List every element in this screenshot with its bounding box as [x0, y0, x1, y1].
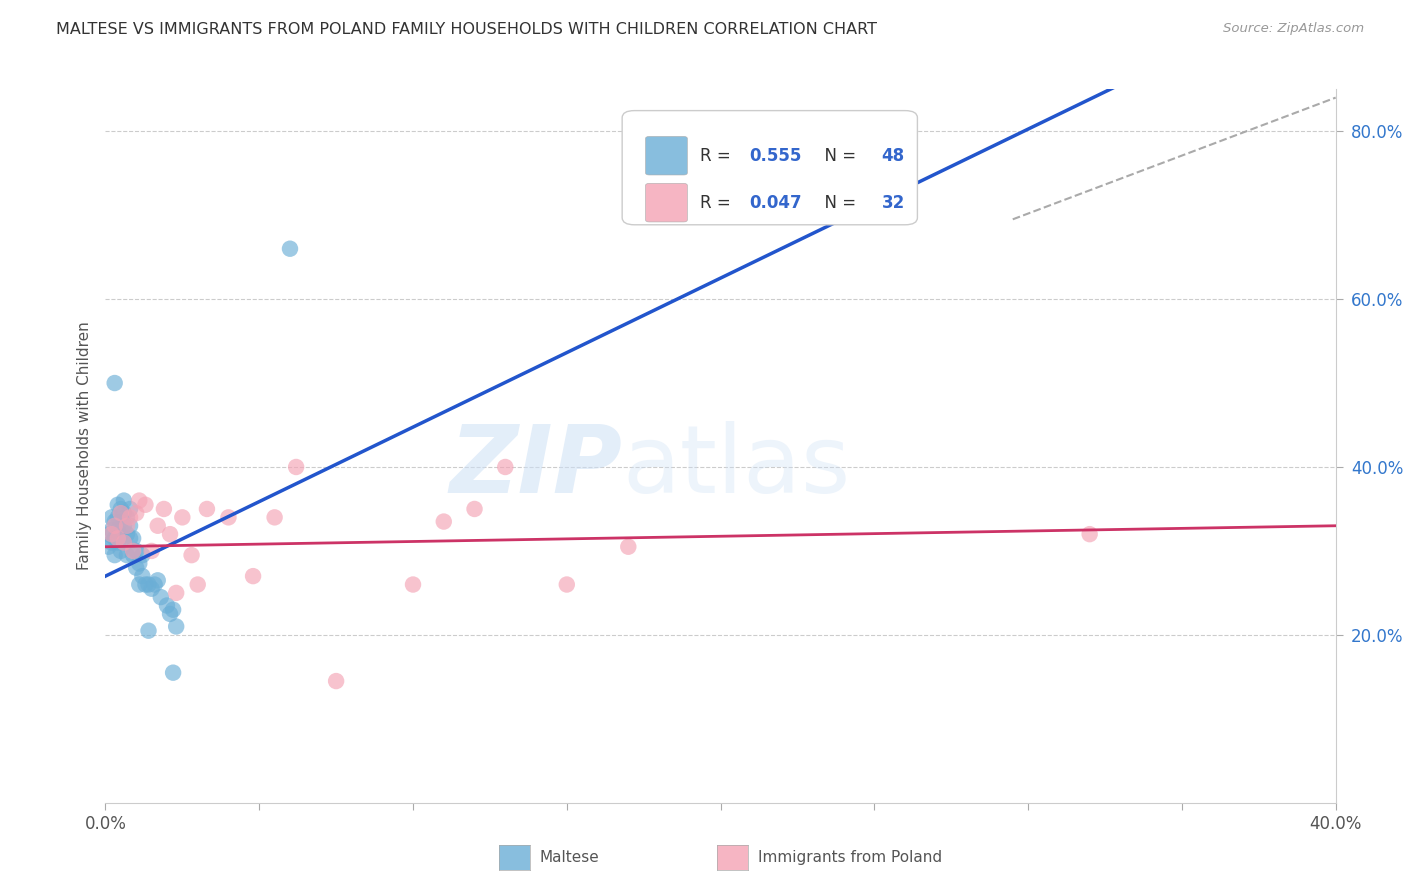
Point	[134, 577, 156, 591]
Point	[165, 619, 187, 633]
Point	[156, 599, 179, 613]
Point	[104, 548, 127, 562]
Point	[195, 502, 218, 516]
Point	[110, 515, 132, 529]
Point	[131, 548, 153, 562]
Point	[180, 548, 202, 562]
Point	[141, 582, 163, 596]
Point	[242, 569, 264, 583]
Point	[146, 574, 169, 588]
Text: atlas: atlas	[621, 421, 851, 514]
Point	[402, 577, 425, 591]
Point	[104, 532, 127, 546]
Point	[125, 544, 148, 558]
Point	[112, 493, 135, 508]
Text: Source: ZipAtlas.com: Source: ZipAtlas.com	[1223, 22, 1364, 36]
Point	[97, 527, 120, 541]
Point	[128, 493, 150, 508]
Point	[100, 510, 122, 524]
Point	[107, 523, 129, 537]
Point	[128, 557, 150, 571]
Point	[104, 515, 127, 529]
Point	[131, 569, 153, 583]
Point	[122, 532, 145, 546]
Point	[104, 376, 127, 390]
Point	[433, 515, 456, 529]
Point	[107, 535, 129, 549]
Point	[617, 540, 640, 554]
Point	[218, 510, 240, 524]
Point	[115, 518, 138, 533]
Point	[120, 518, 141, 533]
Point	[107, 510, 129, 524]
Point	[100, 523, 122, 537]
Text: 48: 48	[882, 146, 905, 165]
Point	[187, 577, 209, 591]
Point	[159, 607, 181, 621]
Text: N =: N =	[814, 194, 862, 211]
Point	[120, 532, 141, 546]
Point	[143, 577, 166, 591]
Point	[165, 586, 187, 600]
Text: R =: R =	[700, 146, 735, 165]
Point	[115, 527, 138, 541]
Point	[104, 518, 127, 533]
Point	[285, 460, 308, 475]
Point	[153, 502, 176, 516]
Point	[325, 674, 347, 689]
Text: ZIP: ZIP	[450, 421, 621, 514]
Point	[122, 548, 145, 562]
Point	[134, 498, 156, 512]
Point	[112, 535, 135, 549]
Point	[149, 590, 172, 604]
Text: 0.047: 0.047	[749, 194, 801, 211]
Point	[110, 502, 132, 516]
Point	[120, 510, 141, 524]
Point	[278, 242, 301, 256]
Point	[162, 603, 184, 617]
Point	[162, 665, 184, 680]
Point	[110, 527, 132, 541]
Point	[100, 535, 122, 549]
Text: MALTESE VS IMMIGRANTS FROM POLAND FAMILY HOUSEHOLDS WITH CHILDREN CORRELATION CH: MALTESE VS IMMIGRANTS FROM POLAND FAMILY…	[56, 22, 877, 37]
Point	[172, 510, 194, 524]
Point	[97, 540, 120, 554]
Point	[110, 506, 132, 520]
Text: 32: 32	[882, 194, 905, 211]
Text: R =: R =	[700, 194, 735, 211]
Point	[464, 502, 486, 516]
Point	[120, 502, 141, 516]
FancyBboxPatch shape	[645, 184, 688, 222]
FancyBboxPatch shape	[645, 136, 688, 175]
Point	[107, 532, 129, 546]
Point	[159, 527, 181, 541]
Point	[107, 498, 129, 512]
Point	[146, 518, 169, 533]
Point	[122, 544, 145, 558]
Point	[138, 624, 160, 638]
Point	[115, 548, 138, 562]
Point	[112, 518, 135, 533]
Point	[128, 577, 150, 591]
Text: 0.555: 0.555	[749, 146, 801, 165]
Point	[110, 544, 132, 558]
Y-axis label: Family Households with Children: Family Households with Children	[76, 322, 91, 570]
Point	[125, 506, 148, 520]
Point	[555, 577, 578, 591]
Point	[112, 506, 135, 520]
Text: N =: N =	[814, 146, 862, 165]
Point	[115, 510, 138, 524]
FancyBboxPatch shape	[621, 111, 917, 225]
Text: Maltese: Maltese	[540, 850, 599, 864]
Point	[138, 577, 160, 591]
Point	[112, 535, 135, 549]
Point	[141, 544, 163, 558]
Point	[1078, 527, 1101, 541]
Point	[100, 527, 122, 541]
Point	[494, 460, 516, 475]
Point	[263, 510, 285, 524]
Point	[125, 560, 148, 574]
Text: Immigrants from Poland: Immigrants from Poland	[758, 850, 942, 864]
